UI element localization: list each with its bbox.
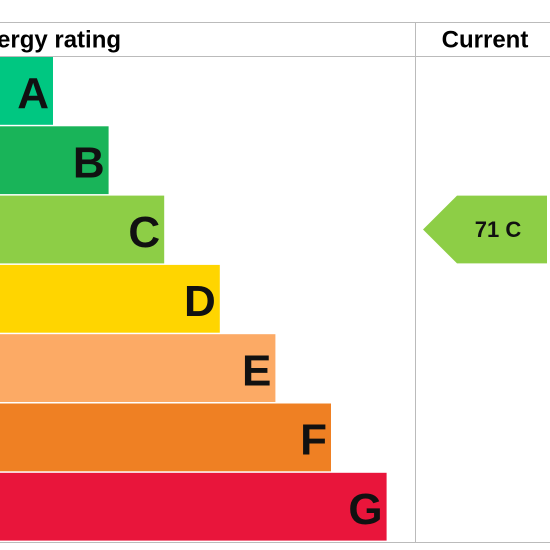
band-letter: D (184, 277, 216, 326)
band-bar (0, 57, 53, 125)
header-current: Current (442, 27, 529, 54)
band-letter: G (348, 485, 382, 534)
band-letter: E (242, 346, 271, 395)
band-bar (0, 403, 331, 472)
band-bar (0, 126, 109, 195)
band-bar (0, 264, 220, 333)
band-letter: A (17, 69, 49, 118)
band-bar (0, 334, 276, 402)
band-bar (0, 195, 165, 264)
band-bar (0, 472, 387, 541)
header-title: ergy rating (0, 27, 121, 54)
band-letter: B (73, 138, 105, 187)
band-letter: C (128, 208, 160, 257)
current-arrow (423, 195, 547, 264)
current-label: 71 C (475, 217, 522, 242)
band-letter: F (300, 416, 327, 465)
